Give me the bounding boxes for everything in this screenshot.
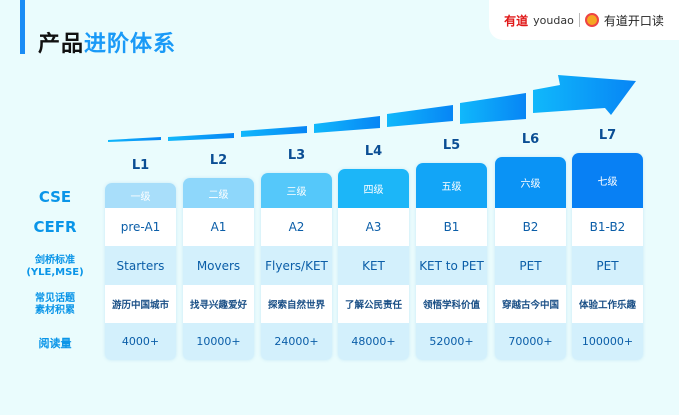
cse-cell: 四级: [338, 169, 409, 208]
level-column: 六级 B2 PET 穿越古今中国 70000+: [495, 157, 566, 360]
row-label-reading: 阅读量: [38, 337, 72, 350]
title-accent-bar: [20, 0, 25, 54]
reading-cell: 70000+: [495, 323, 566, 360]
cefr-cell: B2: [495, 208, 566, 246]
cefr-cell: B1: [416, 208, 487, 246]
level-column: 七级 B1-B2 PET 体验工作乐趣 100000+: [572, 153, 643, 360]
cefr-cell: A1: [183, 208, 254, 246]
cse-cell: 五级: [416, 163, 487, 208]
level-label: L3: [287, 148, 306, 163]
youdao-logo-cn: 有道: [504, 13, 529, 28]
cse-cell: 一级: [105, 183, 176, 208]
cambridge-cell: KET to PET: [416, 246, 487, 285]
topic-cell: 探索自然世界: [261, 285, 332, 323]
cse-cell: 二级: [183, 178, 254, 208]
title-part1: 产品: [38, 32, 85, 57]
reading-cell: 10000+: [183, 323, 254, 360]
cambridge-cell: KET: [338, 246, 409, 285]
divider: [578, 13, 580, 27]
cambridge-label-line1: 剑桥标准: [35, 255, 75, 266]
cambridge-cell: PET: [572, 246, 643, 285]
cefr-cell: B1-B2: [572, 208, 643, 246]
topics-label-line2: 素材积累: [35, 305, 75, 316]
mascot-icon: [584, 13, 599, 27]
topic-cell: 体验工作乐趣: [572, 285, 643, 323]
reading-cell: 24000+: [261, 323, 332, 360]
topic-cell: 了解公民责任: [338, 285, 409, 323]
level-label: L5: [442, 138, 461, 153]
row-label-topics: 常见话题 素材积累: [20, 293, 90, 317]
cse-cell: 七级: [572, 153, 643, 208]
app-name: 有道开口读: [603, 13, 664, 28]
level-label: L7: [598, 128, 617, 143]
cambridge-cell: Starters: [105, 246, 176, 285]
youdao-logo-en: youdao: [533, 13, 574, 27]
level-label: L1: [131, 158, 150, 173]
topic-cell: 找寻兴趣爱好: [183, 285, 254, 323]
reading-cell: 100000+: [572, 323, 643, 360]
cefr-cell: pre-A1: [105, 208, 176, 246]
cambridge-label-line2: (YLE,MSE): [26, 267, 84, 278]
cse-cell: 三级: [261, 173, 332, 208]
level-column: 四级 A3 KET 了解公民责任 48000+: [338, 169, 409, 360]
row-label-cse: CSE: [38, 188, 72, 206]
reading-cell: 48000+: [338, 323, 409, 360]
topic-cell: 领悟学科价值: [416, 285, 487, 323]
arrow-segment: [314, 116, 380, 133]
row-label-cambridge: 剑桥标准 (YLE,MSE): [20, 255, 90, 279]
arrow-segment: [241, 126, 307, 137]
cambridge-cell: Movers: [183, 246, 254, 285]
level-column: 一级 pre-A1 Starters 游历中国城市 4000+: [105, 183, 176, 360]
arrow-segment: [168, 133, 234, 141]
level-column: 二级 A1 Movers 找寻兴趣爱好 10000+: [183, 178, 254, 360]
page-title: 产品进阶体系: [38, 26, 176, 58]
brand-logo: 有道 youdao 有道开口读: [489, 0, 679, 40]
arrow-segment: [460, 93, 526, 124]
level-column: 三级 A2 Flyers/KET 探索自然世界 24000+: [261, 173, 332, 360]
cse-cell: 六级: [495, 157, 566, 208]
arrow-head: [533, 75, 636, 115]
topic-cell: 游历中国城市: [105, 285, 176, 323]
level-label: L4: [364, 144, 383, 159]
cambridge-cell: PET: [495, 246, 566, 285]
title-part2: 进阶体系: [84, 32, 177, 57]
cefr-cell: A3: [338, 208, 409, 246]
progress-arrow-icon: [108, 75, 636, 142]
topic-cell: 穿越古今中国: [495, 285, 566, 323]
reading-cell: 52000+: [416, 323, 487, 360]
level-label: L2: [209, 153, 228, 168]
level-column: 五级 B1 KET to PET 领悟学科价值 52000+: [416, 163, 487, 360]
row-label-cefr: CEFR: [33, 218, 77, 236]
level-label: L6: [521, 132, 540, 147]
topics-label-line1: 常见话题: [35, 293, 75, 304]
arrow-segment: [387, 105, 453, 127]
cefr-cell: A2: [261, 208, 332, 246]
reading-cell: 4000+: [105, 323, 176, 360]
cambridge-cell: Flyers/KET: [261, 246, 332, 285]
arrow-segment: [108, 137, 161, 142]
